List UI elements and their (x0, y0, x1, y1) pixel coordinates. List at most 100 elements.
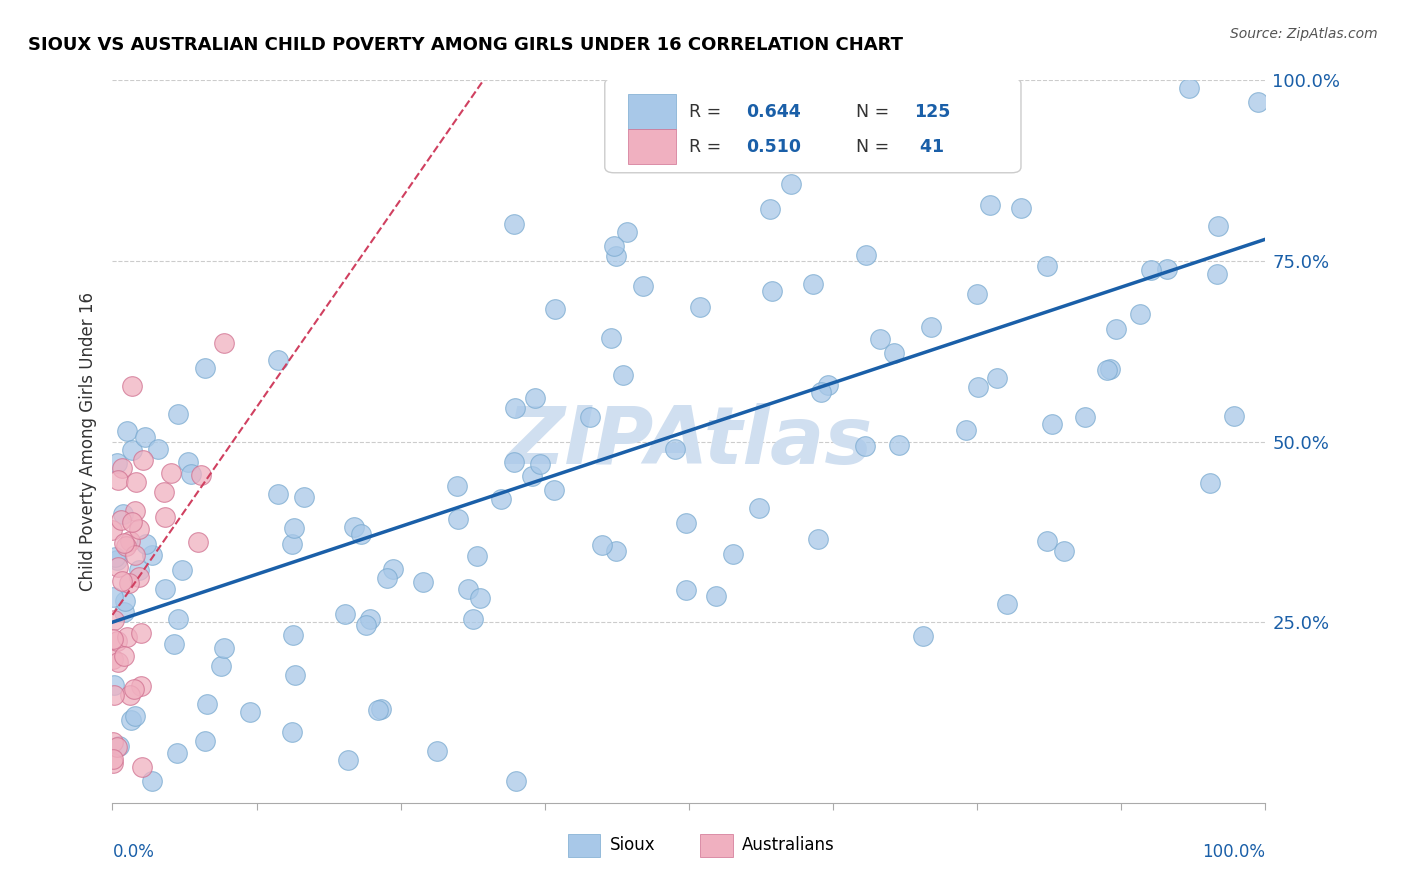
Point (283, 521, 305, 535)
Point (190, 468, 212, 483)
Point (146, 442, 169, 457)
Point (124, 504, 146, 518)
Point (457, 582, 479, 597)
Point (1035, 534, 1057, 549)
Point (887, 438, 910, 452)
Point (1105, 322, 1128, 336)
Point (675, 583, 697, 598)
Point (986, 370, 1008, 384)
Point (704, 589, 727, 603)
Point (120, 533, 142, 548)
Point (176, 455, 198, 469)
Point (505, 774, 527, 789)
Point (1098, 362, 1121, 376)
Point (817, 377, 839, 392)
Text: Source: ZipAtlas.com: Source: ZipAtlas.com (1230, 27, 1378, 41)
Point (103, 678, 125, 692)
Point (447, 512, 470, 526)
Point (468, 591, 491, 605)
Point (105, 456, 128, 470)
Text: N =: N = (856, 137, 894, 155)
Y-axis label: Child Poverty Among Girls Under 16: Child Poverty Among Girls Under 16 (79, 292, 97, 591)
Point (187, 535, 209, 549)
Point (107, 560, 129, 574)
Point (612, 368, 634, 383)
Point (489, 491, 512, 506)
Point (172, 563, 194, 577)
Point (1156, 262, 1178, 277)
Point (461, 612, 484, 626)
Point (115, 424, 138, 438)
Point (505, 401, 527, 416)
Point (1074, 410, 1097, 425)
Point (163, 637, 186, 651)
Text: 0.644: 0.644 (747, 103, 801, 120)
Point (122, 681, 145, 696)
Point (141, 549, 163, 563)
Point (603, 239, 626, 253)
Point (110, 513, 132, 527)
Point (591, 538, 613, 552)
Point (997, 597, 1019, 611)
Point (101, 651, 124, 665)
Point (748, 501, 770, 516)
Point (107, 473, 129, 487)
Point (111, 460, 134, 475)
Point (180, 467, 202, 482)
Point (1178, 80, 1201, 95)
Point (112, 507, 135, 521)
Text: Sioux: Sioux (609, 837, 655, 855)
Point (125, 475, 148, 489)
Point (664, 442, 686, 456)
Point (107, 655, 129, 669)
Point (375, 571, 398, 585)
Point (855, 247, 877, 261)
Point (118, 575, 141, 590)
Point (212, 336, 235, 351)
Point (266, 352, 288, 367)
Point (883, 345, 905, 359)
Point (599, 331, 621, 345)
Point (529, 457, 551, 471)
Point (853, 439, 876, 453)
Point (101, 632, 124, 646)
Point (141, 774, 163, 789)
Point (1053, 544, 1076, 558)
Point (1206, 219, 1229, 233)
Point (129, 626, 152, 640)
Point (101, 752, 124, 766)
Text: 100.0%: 100.0% (1202, 843, 1265, 861)
Point (579, 409, 602, 424)
Point (966, 287, 988, 301)
Point (124, 549, 146, 563)
Point (120, 713, 142, 727)
Point (446, 479, 468, 493)
Point (1140, 263, 1163, 277)
Point (238, 705, 260, 719)
Point (1036, 259, 1059, 273)
Point (280, 725, 302, 739)
Point (1223, 409, 1246, 424)
Point (367, 703, 389, 717)
Point (780, 177, 803, 191)
Point (412, 574, 434, 589)
Point (153, 484, 176, 499)
Point (103, 688, 125, 702)
Point (1247, 95, 1270, 110)
Point (101, 590, 124, 604)
Point (283, 628, 305, 642)
Text: N =: N = (856, 103, 894, 120)
Point (350, 527, 373, 541)
Point (503, 218, 526, 232)
Point (426, 744, 449, 758)
Point (503, 455, 526, 469)
Point (112, 648, 135, 663)
Point (128, 570, 150, 584)
Point (966, 380, 988, 394)
Point (159, 466, 181, 480)
Text: 41: 41 (914, 137, 943, 155)
Point (1206, 267, 1229, 281)
Point (129, 679, 152, 693)
Bar (568, 834, 600, 857)
Point (292, 490, 315, 504)
